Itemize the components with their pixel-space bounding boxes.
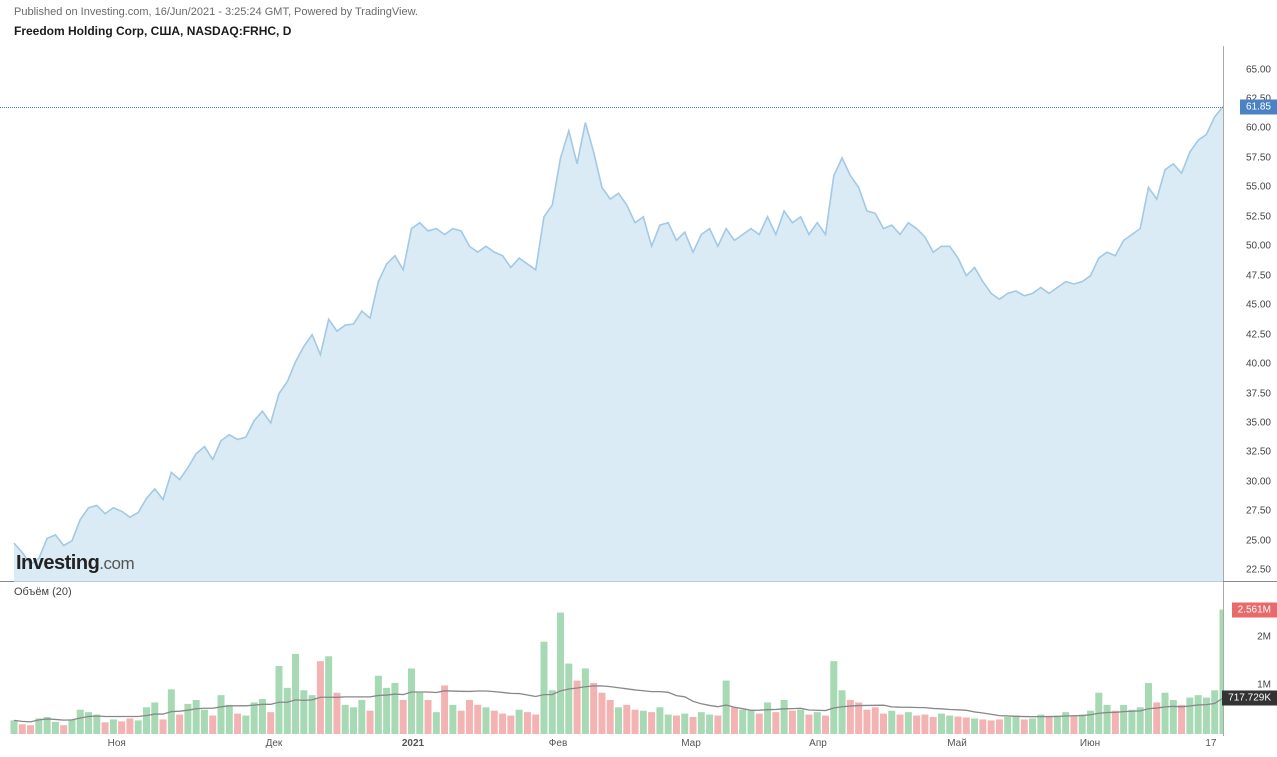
watermark-suffix: .com [99,554,134,573]
price-pane[interactable]: Investing.com 22.50 25.00 27.50 30.00 32.50 3… [0,46,1277,582]
price-y-tick: 45.00 [1246,300,1271,311]
x-axis-tick: Май [947,738,967,749]
volume-title: Объём (20) [14,586,72,598]
current-price-badge: 61.85 [1240,99,1277,114]
price-y-tick: 55.00 [1246,182,1271,193]
x-axis-tick: 17 [1205,738,1216,749]
price-y-tick: 32.50 [1246,447,1271,458]
price-y-tick: 60.00 [1246,123,1271,134]
x-axis: Ноя Дек 2021 Фев Мар Апр Май Июн 17 [0,736,1223,756]
watermark-logo: Investing.com [16,552,134,575]
price-y-tick: 35.00 [1246,417,1271,428]
price-y-tick: 27.50 [1246,506,1271,517]
price-area-chart [0,46,1223,582]
x-axis-tick: Мар [681,738,701,749]
price-y-tick: 37.50 [1246,388,1271,399]
price-y-axis: 22.50 25.00 27.50 30.00 32.50 35.00 37.50 40.00… [1223,46,1277,581]
x-axis-tick: Апр [809,738,827,749]
price-y-tick: 50.00 [1246,241,1271,252]
current-volume-badge: 2.561M [1232,602,1277,617]
x-axis-tick: Июн [1080,738,1100,749]
volume-y-axis: 1M 2M 2.561M 717.729K [1223,582,1277,736]
published-line: Published on Investing.com, 16/Jun/2021 … [14,6,1263,18]
price-y-tick: 65.00 [1246,64,1271,75]
watermark-brand: Investing [16,552,99,574]
x-axis-tick: 2021 [402,738,424,749]
price-y-tick: 52.50 [1246,211,1271,222]
volume-y-tick: 1M [1257,680,1271,691]
price-y-tick: 57.50 [1246,152,1271,163]
price-y-tick: 25.00 [1246,535,1271,546]
x-axis-tick: Дек [266,738,283,749]
chart-title: Freedom Holding Corp, США, NASDAQ:FRHC, … [14,24,1263,38]
volume-bar-chart [0,582,1223,736]
price-y-tick: 47.50 [1246,270,1271,281]
x-axis-tick: Ноя [108,738,126,749]
current-price-line [0,107,1223,108]
volume-ma-badge: 717.729K [1222,691,1277,706]
volume-pane[interactable]: Объём (20) 1M 2M 2.561M 717.729K [0,582,1277,736]
volume-y-tick: 2M [1257,631,1271,642]
price-y-tick: 22.50 [1246,565,1271,576]
price-y-tick: 42.50 [1246,329,1271,340]
x-axis-tick: Фев [549,738,567,749]
price-y-tick: 40.00 [1246,359,1271,370]
chart-container: Investing.com 22.50 25.00 27.50 30.00 32.50 3… [0,46,1277,756]
price-y-tick: 30.00 [1246,476,1271,487]
